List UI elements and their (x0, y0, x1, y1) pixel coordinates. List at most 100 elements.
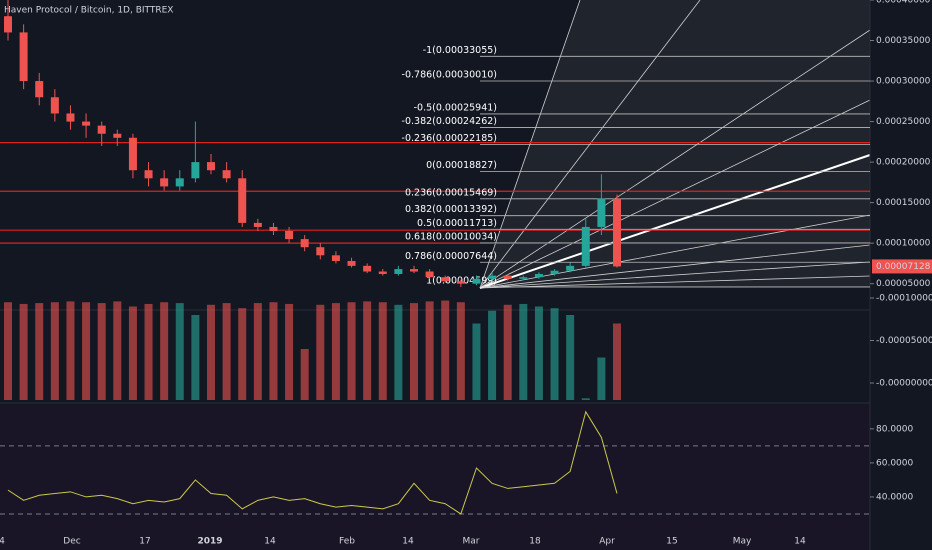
candle-body (566, 265, 575, 271)
volume-bar (613, 323, 621, 400)
y-tick-label: -0.00005000 (876, 336, 932, 346)
candle-body (4, 16, 12, 33)
volume-bar (113, 301, 122, 400)
y-tick-label: 0.00015000 (876, 198, 931, 208)
volume-bar (207, 304, 215, 400)
candle-body (19, 32, 28, 82)
candle-body (269, 226, 278, 231)
candle-body (207, 162, 215, 171)
volume-bar (4, 302, 12, 400)
volume-bar (66, 301, 75, 400)
candle-body (175, 178, 184, 187)
volume-bar (503, 304, 512, 400)
volume-bar (253, 303, 262, 400)
volume-bar (128, 306, 137, 400)
fib-label: -0.236(0.00022185) (402, 133, 497, 144)
candle-body (456, 281, 465, 284)
volume-bar (597, 357, 606, 400)
fib-label: -0.382(0.00024262) (402, 116, 497, 127)
volume-bar (191, 315, 200, 400)
candle-body (316, 247, 325, 256)
fib-label: -1(0.00033055) (423, 45, 497, 56)
volume-bar (394, 304, 403, 400)
fib-label: -0.5(0.00025941) (414, 102, 497, 113)
y-tick-label: 0.00030000 (876, 77, 931, 87)
candle-body (581, 226, 590, 266)
candle-body (128, 137, 137, 171)
candle-body (425, 271, 434, 278)
x-tick-label: Apr (599, 537, 615, 547)
y-tick-label: 40.0000 (876, 492, 913, 502)
x-tick-label: 2019 (197, 537, 222, 547)
fib-label: -0.786(0.00030010) (402, 69, 497, 80)
volume-bar (222, 303, 231, 400)
x-tick-label: Dec (63, 537, 80, 547)
y-tick-label: -0.00000000 (876, 379, 932, 389)
y-tick-label: 0.00020000 (876, 158, 931, 168)
y-tick-label: -0.00010000 (876, 294, 932, 304)
candle-body (113, 133, 122, 138)
y-tick-label: 0.00025000 (876, 117, 931, 127)
volume-bar (534, 306, 543, 400)
rsi-line (7, 410, 618, 515)
candle-body (253, 222, 262, 227)
volume-bar (35, 303, 44, 400)
fib-label: 1(0.00004599) (426, 275, 497, 286)
x-tick-label: 14 (794, 537, 806, 547)
volume-bar (82, 302, 91, 400)
y-tick-label: 0.00005000 (876, 279, 931, 289)
x-tick-label: 15 (666, 537, 677, 547)
volume-bar (441, 300, 450, 400)
candle-body (97, 125, 106, 134)
candle-body (66, 113, 75, 122)
volume-bar (347, 302, 356, 400)
candle-body (441, 277, 450, 282)
rsi-pane (0, 405, 870, 550)
candle-body (238, 178, 247, 223)
price-tag (872, 259, 932, 274)
candle-body (191, 162, 200, 179)
volume-bar (19, 303, 28, 400)
volume-bar (488, 310, 497, 400)
y-tick-label: 0.00035000 (876, 36, 931, 46)
candle-body (394, 269, 403, 274)
candle-body (534, 273, 543, 278)
volume-bar (269, 302, 278, 400)
candle-body (347, 260, 356, 266)
candle-body (550, 270, 559, 274)
volume-bar (300, 349, 309, 400)
volume-bar (175, 303, 184, 400)
volume-bar (144, 303, 153, 400)
candle-body (285, 231, 294, 240)
x-tick-label: 17 (139, 537, 150, 547)
candle-body (50, 97, 59, 114)
x-tick-label: 14 (402, 537, 414, 547)
x-tick-label: Feb (339, 537, 355, 547)
volume-bar (472, 323, 481, 400)
volume-bar (97, 303, 106, 400)
candle-body (503, 275, 512, 279)
x-tick-label: 14 (264, 537, 276, 547)
volume-bar (410, 303, 418, 400)
price-tag-label: 0.00007128 (876, 262, 931, 272)
candle-body (597, 198, 606, 227)
volume-bar (316, 304, 325, 400)
candle-body (82, 121, 91, 126)
trend-line (479, 154, 871, 289)
candle-body (160, 178, 169, 187)
x-tick-label: Mar (463, 537, 480, 547)
volume-bar (363, 301, 372, 400)
volume-bar (238, 308, 247, 400)
volume-bar (550, 308, 559, 400)
volume-bar (285, 303, 294, 400)
volume-bar (456, 302, 465, 400)
candle-body (363, 265, 372, 272)
y-tick-label: 0.00010000 (876, 239, 931, 249)
y-tick-label: 60.0000 (876, 458, 913, 468)
volume-bar (425, 301, 434, 400)
volume-bar (50, 302, 59, 400)
candle-body (519, 277, 528, 279)
volume-bar (331, 303, 340, 400)
fib-label: 0.236(0.00015469) (405, 187, 497, 198)
